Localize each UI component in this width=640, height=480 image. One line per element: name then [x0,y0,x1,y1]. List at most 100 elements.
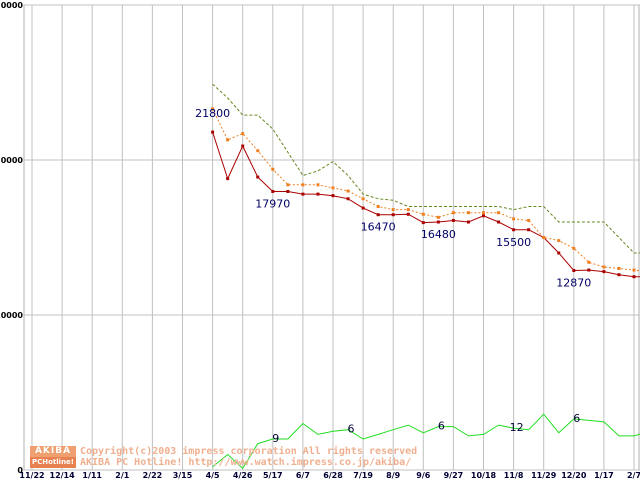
series-point-min [572,269,576,273]
price-data-label: 15500 [496,236,531,249]
series-point-avg [211,107,215,111]
x-tick-label: 9/27 [444,471,464,480]
plot-frame [23,4,640,471]
series-point-avg [572,246,576,250]
series-point-min [331,194,335,198]
series-point-min [512,228,516,232]
series-point-min [376,213,380,217]
series-point-min [406,212,410,216]
x-tick-label: 4/5 [206,471,220,480]
x-tick-label: 6/7 [296,471,310,480]
series-point-min [617,273,621,277]
series-point-avg [316,183,320,187]
series-point-avg [466,211,470,215]
series-point-min [391,213,395,217]
series-point-avg [241,132,245,136]
shop-count-label: 6 [348,423,355,436]
x-tick-label: 1/17 [594,471,614,480]
series-point-min [316,192,320,196]
x-tick-label: 8/9 [386,471,400,480]
logo-bottom-text: PCHotline! [30,457,76,468]
series-point-min [361,206,365,210]
logo-top-text: AKIBA [30,446,76,457]
shop-count-label: 9 [272,432,279,445]
price-data-label: 21800 [195,107,230,120]
series-point-min [421,221,425,225]
series-line-shops [212,413,640,470]
series-point-min [497,220,501,224]
series-point-avg [346,189,350,193]
series-point-avg [542,236,546,239]
series-point-min [346,197,350,201]
series-point-avg [527,218,531,222]
series-point-min [466,220,470,224]
x-tick-label: 11/8 [504,471,524,480]
series-point-avg [286,183,290,187]
series-line-min [212,131,640,278]
price-data-label: 16480 [421,228,456,241]
series-point-min [286,189,290,193]
series-point-min [602,270,606,274]
x-tick-label: 6/28 [323,471,343,480]
series-point-avg [557,239,561,243]
y-tick-label: 10000 [0,311,23,320]
y-axis-ticks: 0 10000 20000 30000 [0,1,23,475]
series-point-avg [482,211,485,215]
x-tick-label: 7/19 [353,471,373,480]
copyright-line-2: AKIBA PC Hotline! http://www.watch.impre… [80,457,412,468]
x-tick-label: 3/15 [173,471,193,480]
series-point-avg [421,212,425,216]
series-point-avg [271,167,275,171]
x-tick-label: 2/22 [143,471,163,480]
x-tick-label: 11/22 [19,471,44,480]
series-line-avg [212,108,640,272]
x-tick-label: 2/7 [627,471,640,480]
series-point-avg [376,205,380,208]
series-point-avg [436,215,440,219]
series-point-avg [602,265,606,269]
series-point-min [451,218,455,222]
x-tick-label: 12/20 [561,471,587,480]
x-tick-label: 11/29 [531,471,557,480]
series-point-min [256,175,260,179]
data-labels: 2180017970164701648015500128701247011640… [195,107,591,445]
series-point-min [226,177,230,181]
series-point-min [632,275,636,279]
series-point-min [241,144,245,148]
x-tick-label: 1/11 [82,471,102,480]
copyright-line-1: Copyright(c)2003 impress corporation All… [80,446,418,457]
shop-count-label: 12 [510,421,524,434]
series-point-min [527,228,531,232]
series-point-avg [331,186,335,190]
series-line-max [212,83,640,254]
series-point-min [271,189,275,193]
series-layer [211,83,640,470]
grid-lines [23,4,640,471]
series-point-avg [361,197,365,201]
y-tick-label: 20000 [0,156,23,165]
series-point-avg [617,267,621,270]
shop-count-label: 6 [573,412,580,425]
series-point-min [587,268,591,272]
x-tick-label: 5/17 [263,471,283,480]
series-point-avg [391,208,395,212]
akiba-logo: AKIBA PCHotline! [30,446,76,468]
shop-count-label: 6 [438,420,445,433]
series-point-min [482,214,485,218]
series-point-avg [301,183,305,187]
x-axis-ticks: 11/22 12/14 1/11 2/1 2/22 3/15 4/5 4/26 5/17 6/7 6… [19,471,640,480]
y-tick-label: 0 [17,466,23,475]
series-point-avg [497,211,501,215]
x-tick-label: 2/1 [115,471,129,480]
x-tick-label: 9/6 [416,471,430,480]
series-point-avg [226,138,230,142]
series-point-avg [406,208,410,212]
series-point-min [211,130,215,134]
y-tick-label: 30000 [0,1,23,10]
series-point-min [301,192,305,196]
series-point-avg [512,217,516,221]
series-point-avg [632,268,636,272]
series-point-avg [587,260,591,264]
price-data-label: 16470 [361,221,396,234]
